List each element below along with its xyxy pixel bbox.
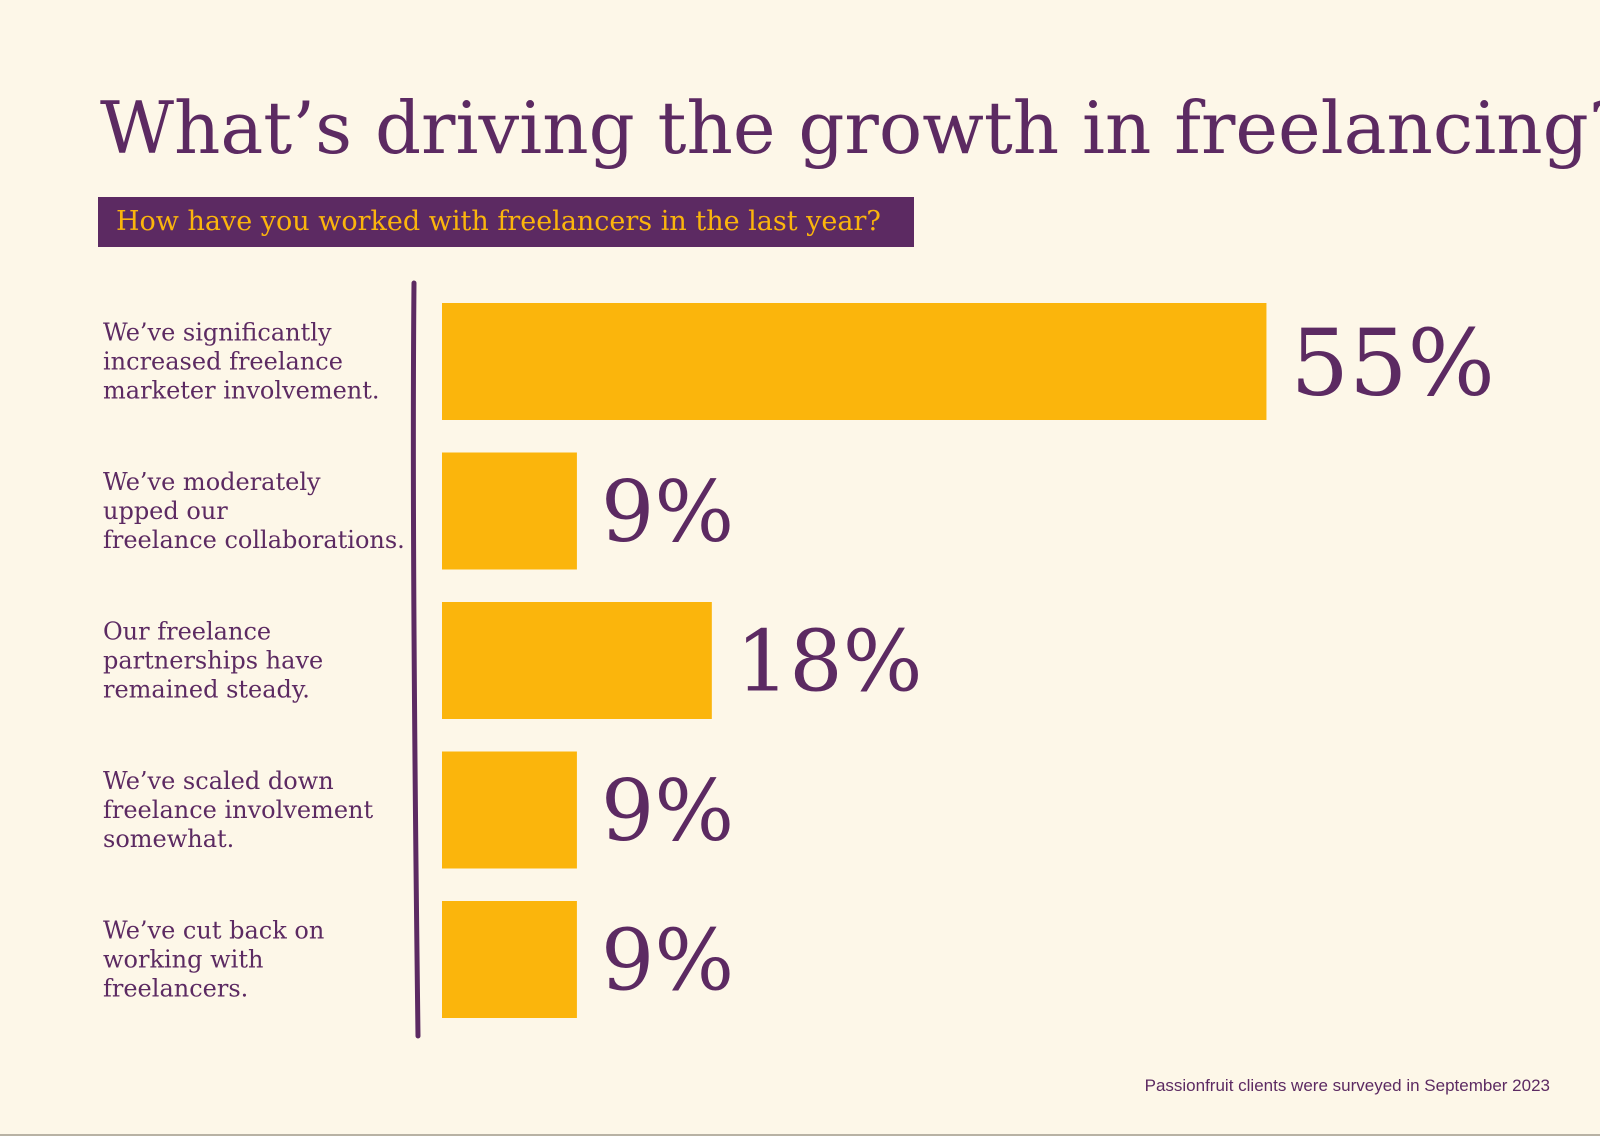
category-label-line: working with — [103, 946, 263, 974]
category-label-line: marketer involvement. — [103, 377, 380, 405]
category-label-line: Our freelance — [103, 618, 271, 646]
value-label-1: 55% — [1290, 310, 1494, 417]
bar-1 — [442, 303, 1267, 420]
bottom-divider — [0, 1134, 1600, 1136]
bar-2 — [442, 452, 577, 570]
chart-subtitle: How have you worked with freelancers in … — [98, 197, 914, 247]
category-label-line: partnerships have — [103, 647, 323, 675]
bar-4 — [442, 751, 577, 869]
category-label-line: We’ve significantly — [103, 319, 332, 347]
category-label-line: upped our — [103, 497, 228, 525]
value-label-5: 9% — [601, 912, 734, 1010]
category-label-1: We’ve significantly increased freelance ma… — [103, 319, 380, 405]
category-label-line: remained steady. — [103, 676, 310, 704]
value-label-2: 9% — [601, 463, 734, 561]
bar-3 — [442, 602, 712, 719]
category-label-line: We’ve cut back on — [103, 917, 324, 945]
category-label-3: Our freelance partnerships have remained s… — [103, 618, 323, 704]
category-label-4: We’ve scaled down freelance involvement so… — [103, 767, 373, 853]
category-label-line: somewhat. — [103, 825, 234, 853]
category-label-line: freelance involvement — [103, 796, 373, 824]
chart-title: What’s driving the growth in freelancing… — [100, 86, 1600, 170]
category-label-line: We’ve moderately — [103, 468, 321, 496]
category-label-line: increased freelance — [103, 348, 343, 376]
category-label-2: We’ve moderately upped our freelance colla… — [103, 468, 405, 554]
y-axis-line — [410, 280, 421, 1039]
category-label-line: freelancers. — [103, 975, 248, 1003]
survey-footnote: Passionfruit clients were surveyed in Se… — [1144, 1076, 1550, 1095]
category-label-5: We’ve cut back on working with freelancers… — [103, 917, 324, 1003]
value-label-4: 9% — [601, 762, 734, 860]
category-label-line: We’ve scaled down — [103, 767, 334, 795]
value-label-3: 18% — [736, 613, 923, 711]
bar-5 — [442, 901, 577, 1018]
category-label-line: freelance collaborations. — [103, 526, 405, 554]
